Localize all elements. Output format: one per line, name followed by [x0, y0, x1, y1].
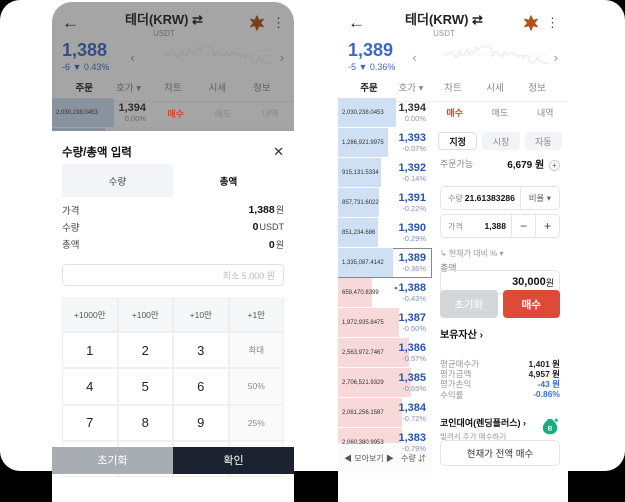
svg-text:B: B	[548, 425, 553, 432]
